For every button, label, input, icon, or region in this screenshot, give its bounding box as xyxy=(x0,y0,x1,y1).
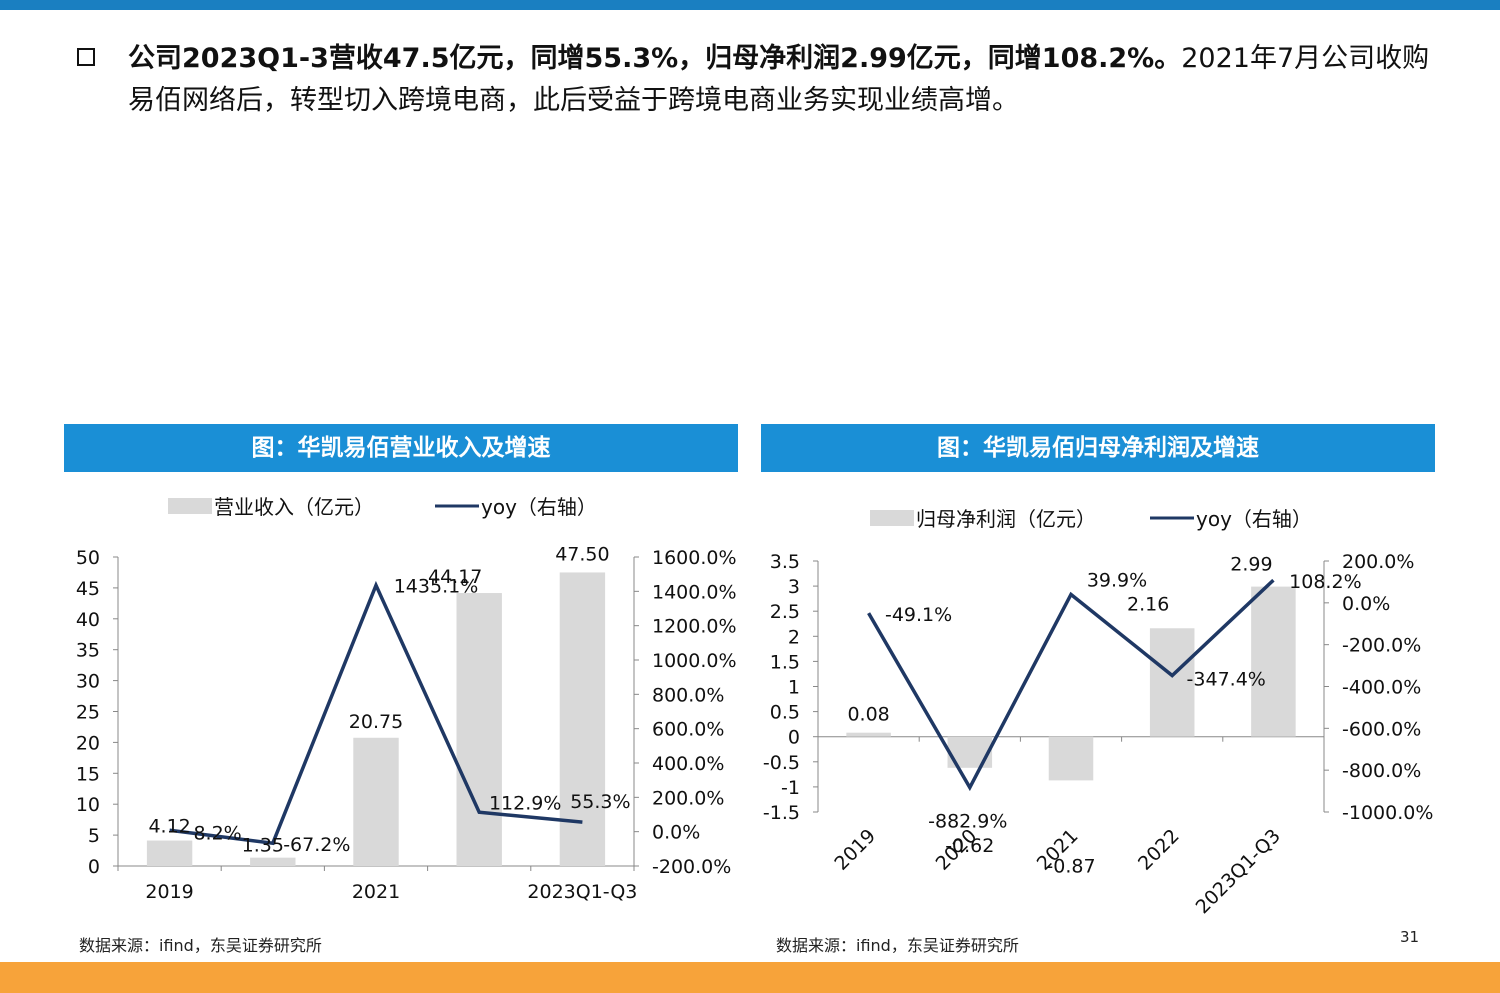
bullet-bold-text: 公司2023Q1-3营收47.5亿元，同增55.3%，归母净利润2.99亿元，同… xyxy=(128,43,1182,74)
np-x-tick-label: 2023Q1-Q3 xyxy=(1192,825,1285,918)
np-legend-bar-label: 归母净利润（亿元） xyxy=(916,507,1096,531)
bullet-square-icon xyxy=(77,48,95,66)
np-yoy-value-label: 39.9% xyxy=(1087,569,1147,591)
np-y-left-tick-label: -1.5 xyxy=(763,802,800,824)
np-y-left-tick-label: 3.5 xyxy=(770,551,800,573)
bullet-text: 公司2023Q1-3营收47.5亿元，同增55.3%，归母净利润2.99亿元，同… xyxy=(128,38,1448,122)
rev-y-right-tick-label: 1600.0% xyxy=(652,547,737,569)
rev-y-right-tick-label: 400.0% xyxy=(652,753,724,775)
rev-y-left-tick-label: 10 xyxy=(76,794,100,816)
chart1-source: 数据来源：ifind，东吴证券研究所 xyxy=(79,936,322,955)
rev-y-left-tick-label: 45 xyxy=(76,578,100,600)
rev-y-right-tick-label: 1000.0% xyxy=(652,650,737,672)
np-y-right-tick-label: -400.0% xyxy=(1342,677,1421,699)
np-bar xyxy=(1251,586,1296,737)
np-legend-line-label: yoy（右轴） xyxy=(1196,507,1312,531)
rev-y-left-tick-label: 20 xyxy=(76,732,100,754)
rev-y-left-tick-label: 30 xyxy=(76,671,100,693)
rev-y-left-tick-label: 50 xyxy=(76,547,100,569)
np-y-right-tick-label: -200.0% xyxy=(1342,635,1421,657)
rev-y-left-tick-label: 40 xyxy=(76,609,100,631)
np-y-left-tick-label: -1 xyxy=(781,777,800,799)
np-y-left-tick-label: 0.5 xyxy=(770,702,800,724)
chart2-title: 图：华凯易佰归母净利润及增速 xyxy=(761,424,1435,472)
np-bar-value-label: 2.16 xyxy=(1127,593,1169,615)
np-y-left-tick-label: 2.5 xyxy=(770,601,800,623)
rev-yoy-value-label: 8.2% xyxy=(193,822,241,844)
np-x-tick-label: 2022 xyxy=(1134,825,1184,875)
rev-bar-value-label: 20.75 xyxy=(349,711,403,733)
np-y-left-tick-label: 1 xyxy=(788,677,800,699)
rev-yoy-value-label: 55.3% xyxy=(570,791,630,813)
rev-y-right-tick-label: 800.0% xyxy=(652,684,724,706)
revenue-chart: 营业收入（亿元） yoy（右轴） 0 5 10 15 20 25 30 35 40 45 50 -200.… xyxy=(76,495,737,903)
rev-y-right-tick-label: 200.0% xyxy=(652,787,724,809)
np-yoy-value-label: 108.2% xyxy=(1289,571,1361,593)
rev-bar xyxy=(146,840,193,866)
np-yoy-line xyxy=(867,578,1275,792)
np-y-right-tick-label: -800.0% xyxy=(1342,760,1421,782)
rev-bar-value-label: 1.35 xyxy=(242,835,284,857)
np-legend-bar-swatch xyxy=(870,510,914,526)
rev-y-right-tick-label: 1400.0% xyxy=(652,581,737,603)
np-x-tick-label: 2019 xyxy=(830,825,880,875)
rev-yoy-value-label: 112.9% xyxy=(489,792,561,814)
rev-bar xyxy=(353,737,399,866)
rev-y-left-tick-label: 35 xyxy=(76,640,100,662)
np-bar-value-label: -0.62 xyxy=(945,835,994,857)
rev-y-left-tick-label: 5 xyxy=(88,825,100,847)
rev-y-left-tick-label: 25 xyxy=(76,702,100,724)
rev-legend-line-label: yoy（右轴） xyxy=(481,495,597,519)
rev-bar xyxy=(250,857,296,866)
rev-y-left-tick-label: 0 xyxy=(88,856,100,878)
rev-bar-value-label: 4.12 xyxy=(148,816,190,838)
np-y-left-tick-label: -0.5 xyxy=(763,752,800,774)
rev-legend-bar-swatch xyxy=(168,498,212,514)
np-y-left-tick-label: 1.5 xyxy=(770,651,800,673)
rev-y-left-tick-label: 15 xyxy=(76,763,100,785)
np-yoy-value-label: -882.9% xyxy=(928,811,1007,833)
np-bar-value-label: 0.08 xyxy=(847,704,889,726)
np-y-left-tick-label: 3 xyxy=(788,576,800,598)
np-bar xyxy=(846,732,891,737)
np-y-left-tick-label: 2 xyxy=(788,626,800,648)
rev-bar xyxy=(559,572,606,866)
rev-yoy-value-label: -67.2% xyxy=(283,834,350,856)
rev-bar-value-label: 47.50 xyxy=(555,543,609,565)
np-bar xyxy=(1048,736,1094,781)
bullet-normal-text: 2021年7月公司收购易佰网络后，转型切入跨境电商，此后受益于跨境电商业务实现业… xyxy=(128,43,1430,116)
rev-y-right-tick-label: 0.0% xyxy=(652,822,700,844)
np-bar-value-label: -0.87 xyxy=(1046,855,1095,877)
np-bar xyxy=(1149,628,1195,737)
top-accent-bar xyxy=(0,0,1500,10)
chart2-source: 数据来源：ifind，东吴证券研究所 xyxy=(776,936,1019,955)
np-y-right-tick-label: 200.0% xyxy=(1342,551,1414,573)
rev-yoy-line xyxy=(169,580,583,846)
net-profit-chart: 归母净利润（亿元） yoy（右轴） -1.5 -1 -0.5 0 0.5 1 1.5 2 2.5 3 3… xyxy=(763,507,1433,918)
bottom-accent-bar xyxy=(0,962,1500,993)
np-yoy-value-label: -347.4% xyxy=(1187,668,1266,690)
np-yoy-value-label: -49.1% xyxy=(885,604,952,626)
np-y-right-tick-label: 0.0% xyxy=(1342,593,1390,615)
chart1-title: 图：华凯易佰营业收入及增速 xyxy=(64,424,738,472)
rev-bar xyxy=(456,593,502,866)
np-bar-value-label: 2.99 xyxy=(1230,554,1272,576)
rev-y-right-tick-label: 1200.0% xyxy=(652,616,737,638)
rev-yoy-value-label: 1435.1% xyxy=(394,575,479,597)
np-y-right-tick-label: -600.0% xyxy=(1342,718,1421,740)
rev-x-tick-label: 2021 xyxy=(352,881,400,903)
rev-y-right-tick-label: 600.0% xyxy=(652,719,724,741)
np-y-left-tick-label: 0 xyxy=(788,727,800,749)
np-y-right-tick-label: -1000.0% xyxy=(1342,802,1433,824)
rev-x-tick-label: 2023Q1-Q3 xyxy=(527,881,637,903)
rev-legend-bar-label: 营业收入（亿元） xyxy=(214,495,374,519)
rev-x-tick-label: 2019 xyxy=(145,881,193,903)
rev-bar-value-label: 44.17 xyxy=(428,566,482,588)
page-number: 31 xyxy=(1400,928,1420,946)
rev-y-right-tick-label: -200.0% xyxy=(652,856,731,878)
